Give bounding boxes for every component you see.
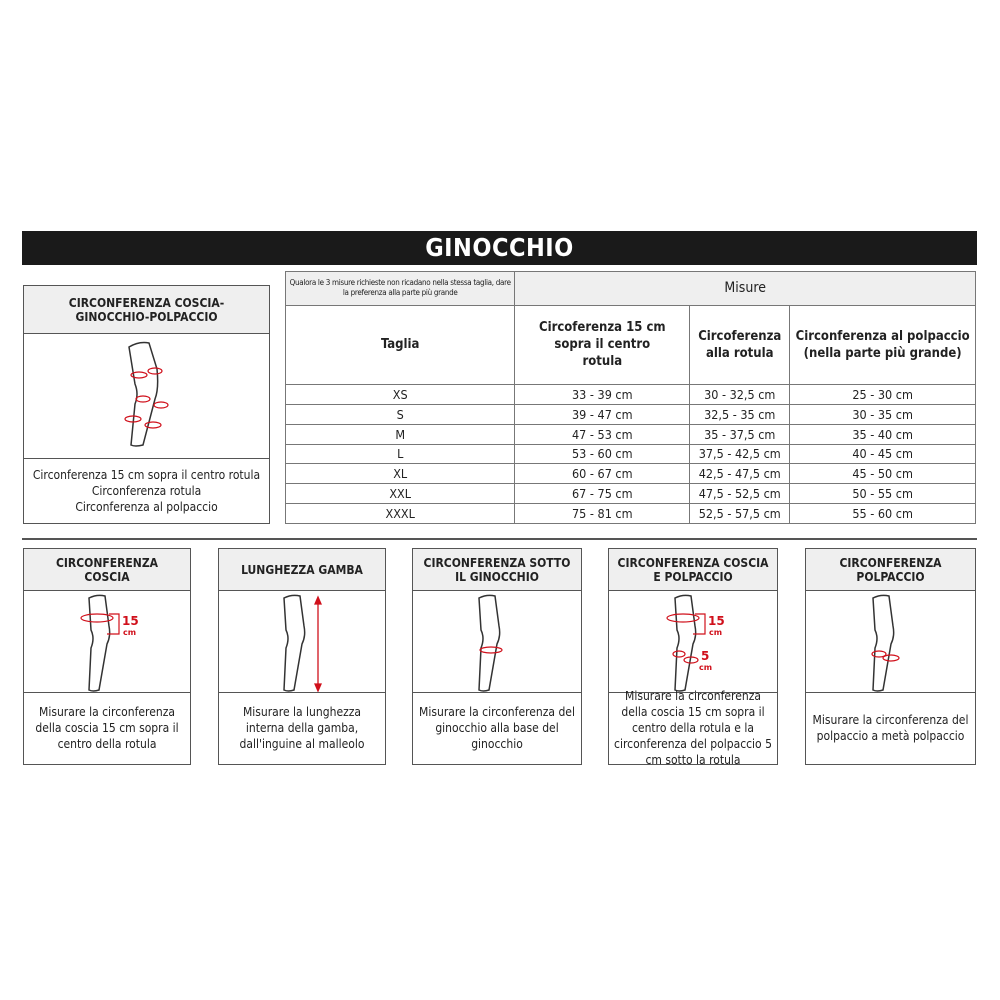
- table-row: L 53 - 60 cm 37,5 - 42,5 cm 40 - 45 cm: [284, 443, 976, 465]
- table-cell: 60 - 67 cm: [514, 463, 691, 485]
- leg-illustration: [24, 334, 269, 459]
- table-cell: 30 - 32,5 cm: [689, 383, 791, 405]
- card-polpaccio: CIRCONFERENZA POLPACCIO Misurare la circ…: [805, 548, 976, 765]
- col-header-rotula: Circoferenza alla rotula: [689, 304, 791, 385]
- card-text: Misurare la lunghezza interna della gamb…: [239, 705, 365, 751]
- size-table: Qualora le 3 misure richieste non ricada…: [284, 271, 976, 524]
- table-row: XXXL 75 - 81 cm 52,5 - 57,5 cm 55 - 60 cm: [284, 503, 976, 524]
- label-cm: cm: [123, 628, 136, 637]
- card-header: CIRCONFERENZA COSCIA: [24, 549, 190, 591]
- col-header-coscia: Circoferenza 15 cm sopra il centro rotul…: [514, 304, 691, 385]
- card-text: Misurare la circonferenza della coscia 1…: [35, 705, 179, 751]
- table-cell: 55 - 60 cm: [789, 503, 976, 524]
- table-cell: 35 - 40 cm: [789, 423, 976, 445]
- page-title: GINOCCHIO: [22, 231, 977, 265]
- table-cell: L: [284, 443, 516, 465]
- table-cell: XXL: [284, 483, 516, 505]
- table-cell: 35 - 37,5 cm: [689, 423, 791, 445]
- table-cell: 25 - 30 cm: [789, 383, 976, 405]
- label-15: 15: [122, 614, 139, 628]
- table-cell: 39 - 47 cm: [514, 403, 691, 425]
- table-cell: 52,5 - 57,5 cm: [689, 503, 791, 524]
- overview-line: Circonferenza 15 cm sopra il centro rotu…: [32, 467, 261, 482]
- card-header: CIRCONFERENZA COSCIA E POLPACCIO: [609, 549, 777, 591]
- table-cell: 47,5 - 52,5 cm: [689, 483, 791, 505]
- col-header-taglia: Taglia: [284, 304, 516, 385]
- card-header: CIRCONFERENZA SOTTO IL GINOCCHIO: [413, 549, 581, 591]
- card-text: Misurare la circonferenza del ginocchio …: [419, 705, 575, 751]
- card-illustration: 15 cm: [24, 591, 190, 693]
- table-cell: XXXL: [284, 503, 516, 524]
- overview-box: CIRCONFERENZA COSCIA-GINOCCHIO-POLPACCIO…: [23, 285, 270, 524]
- table-row: XS 33 - 39 cm 30 - 32,5 cm 25 - 30 cm: [284, 383, 976, 405]
- table-row: XXL 67 - 75 cm 47,5 - 52,5 cm 50 - 55 cm: [284, 483, 976, 505]
- table-note: Qualora le 3 misure richieste non ricada…: [284, 271, 516, 306]
- leg-icon: [870, 594, 900, 692]
- table-cell: 42,5 - 47,5 cm: [689, 463, 791, 485]
- card-coscia-polpaccio: CIRCONFERENZA COSCIA E POLPACCIO 15 cm 5 cm…: [608, 548, 778, 767]
- card-header: CIRCONFERENZA POLPACCIO: [806, 549, 975, 591]
- table-cell: 47 - 53 cm: [514, 423, 691, 445]
- card-illustration: [413, 591, 581, 693]
- label-5: 5: [701, 649, 709, 663]
- table-cell: 32,5 - 35 cm: [689, 403, 791, 425]
- card-illustration: 15 cm 5 cm: [609, 591, 777, 693]
- table-cell: 50 - 55 cm: [789, 483, 976, 505]
- card-text: Misurare la circonferenza della coscia 1…: [614, 689, 772, 767]
- card-sotto-ginocchio: CIRCONFERENZA SOTTO IL GINOCCHIO Misurar…: [412, 548, 582, 765]
- overview-line: Circonferenza rotula: [91, 483, 202, 498]
- card-lunghezza-gamba: LUNGHEZZA GAMBA Misurare la lunghezza in…: [218, 548, 386, 765]
- divider: [22, 538, 977, 540]
- table-cell: S: [284, 403, 516, 425]
- table-row: XL 60 - 67 cm 42,5 - 47,5 cm 45 - 50 cm: [284, 463, 976, 485]
- label-cm: cm: [699, 663, 712, 672]
- overview-text: Circonferenza 15 cm sopra il centro rotu…: [24, 459, 269, 522]
- card-text: Misurare la circonferenza del polpaccio …: [812, 713, 969, 743]
- table-row: M 47 - 53 cm 35 - 37,5 cm 35 - 40 cm: [284, 423, 976, 445]
- table-cell: 30 - 35 cm: [789, 403, 976, 425]
- table-cell: 67 - 75 cm: [514, 483, 691, 505]
- misure-header: Misure: [514, 271, 976, 306]
- table-row: S 39 - 47 cm 32,5 - 35 cm 30 - 35 cm: [284, 403, 976, 425]
- table-cell: 37,5 - 42,5 cm: [689, 443, 791, 465]
- card-coscia: CIRCONFERENZA COSCIA 15 cm Misurare la ci…: [23, 548, 191, 765]
- table-cell: M: [284, 423, 516, 445]
- label-15: 15: [708, 614, 725, 628]
- table-cell: 40 - 45 cm: [789, 443, 976, 465]
- label-cm: cm: [709, 628, 722, 637]
- table-cell: 75 - 81 cm: [514, 503, 691, 524]
- leg-icon: [283, 594, 322, 692]
- col-header-polpaccio: Circonferenza al polpaccio (nella parte …: [789, 304, 976, 385]
- overview-header: CIRCONFERENZA COSCIA-GINOCCHIO-POLPACCIO: [24, 286, 269, 334]
- table-cell: XL: [284, 463, 516, 485]
- card-illustration: [219, 591, 385, 693]
- table-cell: 33 - 39 cm: [514, 383, 691, 405]
- table-cell: 53 - 60 cm: [514, 443, 691, 465]
- leg-measure-icon: [123, 341, 169, 447]
- card-illustration: [806, 591, 975, 693]
- table-cell: XS: [284, 383, 516, 405]
- overview-line: Circonferenza al polpaccio: [75, 499, 218, 514]
- table-cell: 45 - 50 cm: [789, 463, 976, 485]
- leg-icon: [478, 594, 503, 692]
- card-header: LUNGHEZZA GAMBA: [219, 549, 385, 591]
